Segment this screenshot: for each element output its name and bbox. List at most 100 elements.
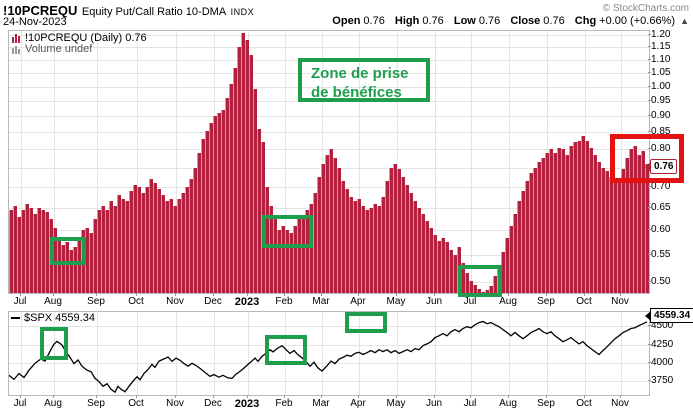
x-tick	[136, 293, 137, 296]
putcall-bar	[381, 197, 385, 293]
putcall-bar	[25, 203, 29, 293]
putcall-bar	[313, 193, 317, 293]
putcall-legend-label: !10PCREQU (Daily) 0.76	[25, 32, 147, 44]
putcall-bar	[177, 199, 181, 293]
putcall-bar	[389, 167, 393, 293]
putcall-bar	[237, 47, 241, 293]
highlight-box-green	[40, 327, 68, 360]
spx-legend: $SPX 4559.34	[11, 312, 95, 324]
y-tick	[648, 131, 651, 133]
putcall-bar	[353, 201, 357, 293]
putcall-bar	[185, 187, 189, 293]
putcall-bar	[137, 187, 141, 293]
month-gridline	[285, 31, 286, 293]
putcall-bar	[277, 230, 281, 293]
y-tick-label: 3750	[651, 375, 674, 387]
putcall-bar	[361, 205, 365, 293]
month-gridline	[509, 312, 510, 395]
month-gridline	[137, 312, 138, 395]
putcall-bar	[597, 162, 601, 293]
putcall-bar	[13, 205, 17, 293]
y-tick	[648, 343, 651, 345]
putcall-bar	[209, 122, 213, 293]
month-gridline	[285, 312, 286, 395]
histogram-icon	[12, 34, 20, 43]
putcall-bar	[633, 145, 637, 293]
putcall-bar	[585, 140, 589, 293]
x-tick	[213, 395, 214, 398]
putcall-bar	[133, 185, 137, 293]
y-tick-label: 0.65	[651, 201, 671, 213]
putcall-bar	[117, 195, 121, 293]
x-tick	[20, 293, 21, 296]
x-tick	[175, 395, 176, 398]
putcall-bar	[109, 201, 113, 293]
putcall-bar	[289, 232, 293, 293]
x-tick	[20, 395, 21, 398]
putcall-bar	[589, 147, 593, 293]
putcall-bar	[609, 177, 613, 293]
x-tick	[434, 293, 435, 296]
putcall-bar	[593, 154, 597, 293]
putcall-bar	[429, 228, 433, 293]
putcall-bar	[417, 207, 421, 293]
x-tick	[358, 293, 359, 296]
putcall-bar	[545, 152, 549, 293]
y-tick-label: 1.00	[651, 80, 671, 92]
putcall-bar	[201, 139, 205, 293]
y-tick	[648, 253, 651, 255]
putcall-bar	[41, 210, 45, 293]
putcall-bar	[333, 158, 337, 293]
highlight-box-green	[265, 335, 307, 365]
x-tick	[136, 395, 137, 398]
putcall-bar	[553, 152, 557, 293]
y-tick	[648, 229, 651, 231]
month-gridline	[176, 31, 177, 293]
month-label: Apr	[350, 398, 366, 409]
y-tick-label: 1.20	[651, 29, 671, 41]
x-tick	[284, 395, 285, 398]
putcall-bar	[57, 237, 61, 293]
zone-text-line1: Zone de prise	[311, 65, 409, 82]
month-gridline	[397, 312, 398, 395]
spx-price-label: 4559.34	[650, 308, 693, 323]
putcall-bar	[549, 149, 553, 293]
putcall-bar	[369, 207, 373, 293]
putcall-bar	[193, 167, 197, 293]
putcall-bar	[517, 201, 521, 293]
highlight-box-green	[262, 215, 313, 248]
putcall-bar	[433, 235, 437, 293]
spx-panel	[8, 311, 650, 396]
month-label: Dec	[204, 296, 222, 307]
putcall-bar	[141, 193, 145, 293]
chart-title: !10PCREQU Equity Put/Call Ratio 10-DMA I…	[3, 2, 254, 20]
x-tick	[213, 293, 214, 296]
putcall-bar	[397, 169, 401, 293]
putcall-bar	[513, 214, 517, 293]
x-tick	[546, 395, 547, 398]
putcall-bar	[469, 280, 473, 293]
y-tick	[648, 46, 651, 48]
month-label: Jul	[463, 296, 477, 307]
putcall-bar	[521, 191, 525, 293]
putcall-bar	[489, 286, 493, 293]
putcall-bar	[205, 130, 209, 293]
month-gridline	[509, 31, 510, 293]
month-gridline	[547, 312, 548, 395]
putcall-bar	[297, 218, 301, 293]
putcall-bar	[17, 216, 21, 293]
putcall-bar	[485, 289, 489, 293]
y-tick-label: 1.05	[651, 66, 671, 78]
month-gridline	[176, 312, 177, 395]
putcall-bar	[213, 116, 217, 293]
low-label: Low	[453, 15, 476, 27]
month-label: Aug	[44, 398, 62, 409]
putcall-bar	[373, 203, 377, 293]
y-tick-label: 0.85	[651, 126, 671, 138]
month-label: Nov	[611, 296, 629, 307]
open-label: Open	[332, 15, 361, 27]
month-gridline	[471, 312, 472, 395]
putcall-bar	[641, 151, 645, 293]
putcall-bar	[401, 177, 405, 293]
putcall-bar	[493, 276, 497, 293]
